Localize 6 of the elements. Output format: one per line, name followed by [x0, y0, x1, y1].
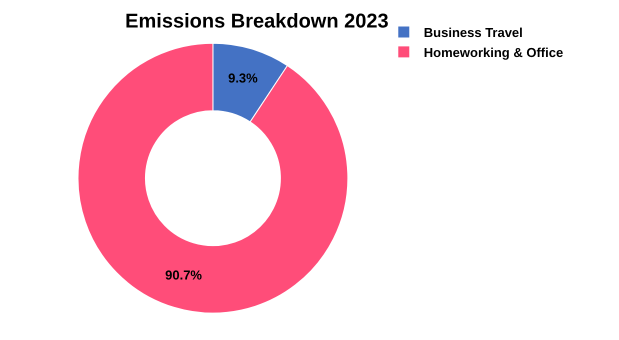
chart-title: Emissions Breakdown 2023 [125, 10, 389, 32]
legend-label: Business Travel [424, 25, 523, 40]
donut-slice [78, 42, 348, 314]
legend-label: Homeworking & Office [424, 44, 564, 60]
data-label: 9.3% [228, 70, 258, 86]
data-label: 90.7% [165, 268, 202, 283]
